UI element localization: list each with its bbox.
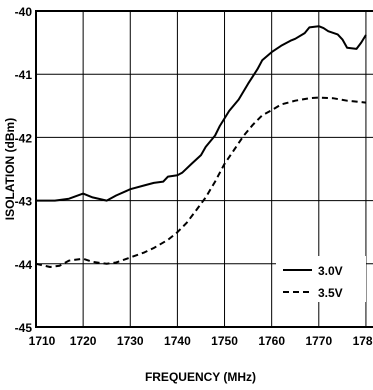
x-tick-labels: 1710 1720 1730 1740 1750 1760 1770 1780 — [29, 334, 373, 348]
y-tick-label: -45 — [15, 321, 33, 335]
y-tick-label: -41 — [15, 68, 33, 82]
x-tick-label: 1760 — [258, 334, 285, 348]
x-tick-label: 1710 — [29, 334, 56, 348]
legend-label: 3.0V — [318, 264, 343, 278]
x-axis-label: FREQUENCY (MHz) — [145, 370, 256, 384]
series-line-3-5v — [35, 96, 367, 268]
plot-frame — [35, 10, 373, 328]
x-tick-label: 1740 — [164, 334, 191, 348]
x-tick-label: 1780 — [353, 334, 373, 348]
y-tick-label: -42 — [15, 131, 33, 145]
x-tick-label: 1730 — [117, 334, 144, 348]
y-tick-label: -43 — [15, 195, 33, 209]
y-tick-label: -40 — [15, 5, 33, 19]
y-tick-labels: -45 -44 -43 -42 -41 -40 — [15, 5, 33, 335]
series-line-3-0v — [36, 25, 367, 202]
legend: 3.0V 3.5V — [276, 256, 366, 302]
x-tick-label: 1750 — [211, 334, 238, 348]
legend-label: 3.5V — [318, 286, 343, 300]
x-tick-label: 1720 — [70, 334, 97, 348]
y-tick-label: -44 — [15, 258, 33, 272]
series-group — [35, 25, 367, 268]
legend-background — [276, 256, 366, 302]
y-axis-label: ISOLATION (dBm) — [3, 118, 17, 220]
x-tick-label: 1770 — [305, 334, 332, 348]
